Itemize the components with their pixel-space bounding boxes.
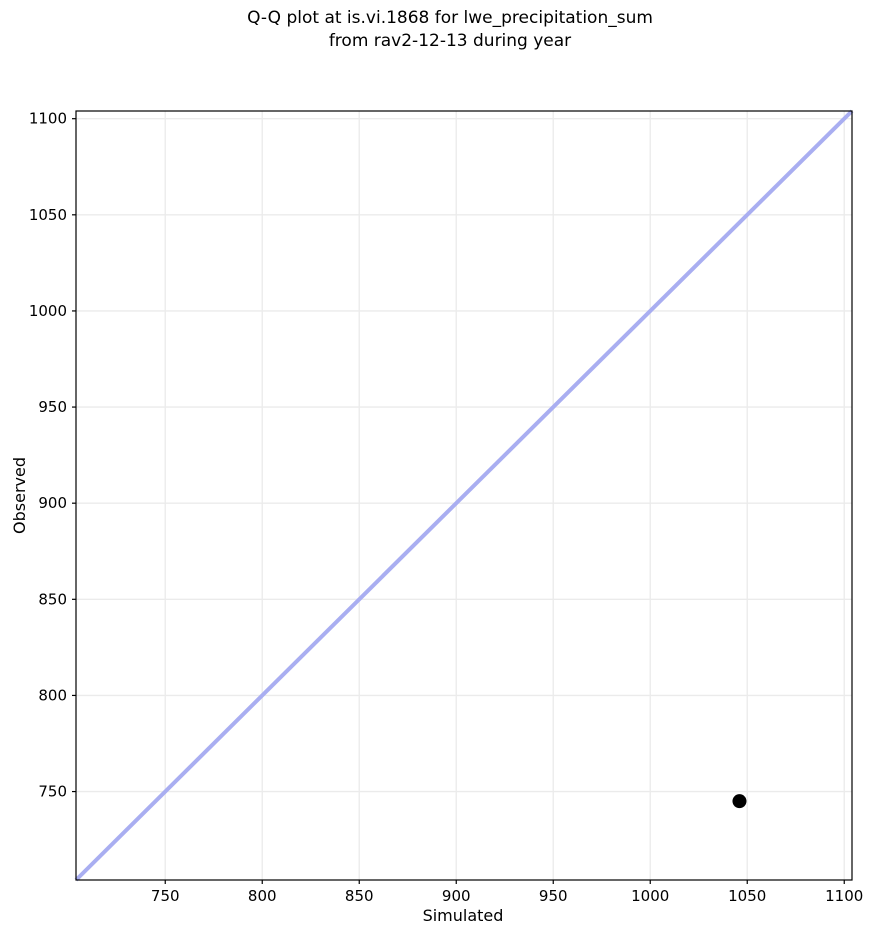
x-tick-label: 1100: [825, 887, 863, 905]
chart-title-line-2: from rav2-12-13 during year: [328, 31, 572, 51]
y-axis-label: Observed: [10, 457, 29, 534]
gridlines: [76, 111, 852, 880]
y-tick-label: 750: [38, 783, 67, 801]
y-tick-label: 1000: [29, 302, 67, 320]
axes-frame: [75, 110, 853, 881]
tick-labels: 750 800 850 900 950 1000 1050 1100 750 800 850 900 9…: [29, 110, 864, 905]
chart-title: Q-Q plot at is.vi.1868 for lwe_precipita…: [62, 7, 838, 53]
data-point-layer: [732, 794, 747, 809]
y-tick-label: 800: [38, 686, 67, 704]
chart-title-line-1: Q-Q plot at is.vi.1868 for lwe_precipita…: [247, 8, 653, 28]
y-tick-label: 1100: [29, 110, 67, 128]
x-tick-label: 950: [539, 887, 568, 905]
y-tick-label: 950: [38, 398, 67, 416]
axes-spines: [75, 110, 853, 881]
y-tick-label: 1050: [29, 206, 67, 224]
y-tick-label: 850: [38, 590, 67, 608]
data-point: [732, 794, 747, 809]
identity-line-layer: [74, 109, 854, 882]
x-tick-label: 850: [345, 887, 374, 905]
x-axis-label: Simulated: [423, 906, 504, 925]
y-tick-label: 900: [38, 494, 67, 512]
identity-line: [74, 109, 854, 882]
tick-marks: [72, 118, 845, 884]
x-tick-label: 750: [151, 887, 180, 905]
x-tick-label: 1050: [728, 887, 766, 905]
x-tick-label: 900: [442, 887, 471, 905]
x-tick-label: 800: [248, 887, 277, 905]
x-tick-label: 1000: [631, 887, 669, 905]
